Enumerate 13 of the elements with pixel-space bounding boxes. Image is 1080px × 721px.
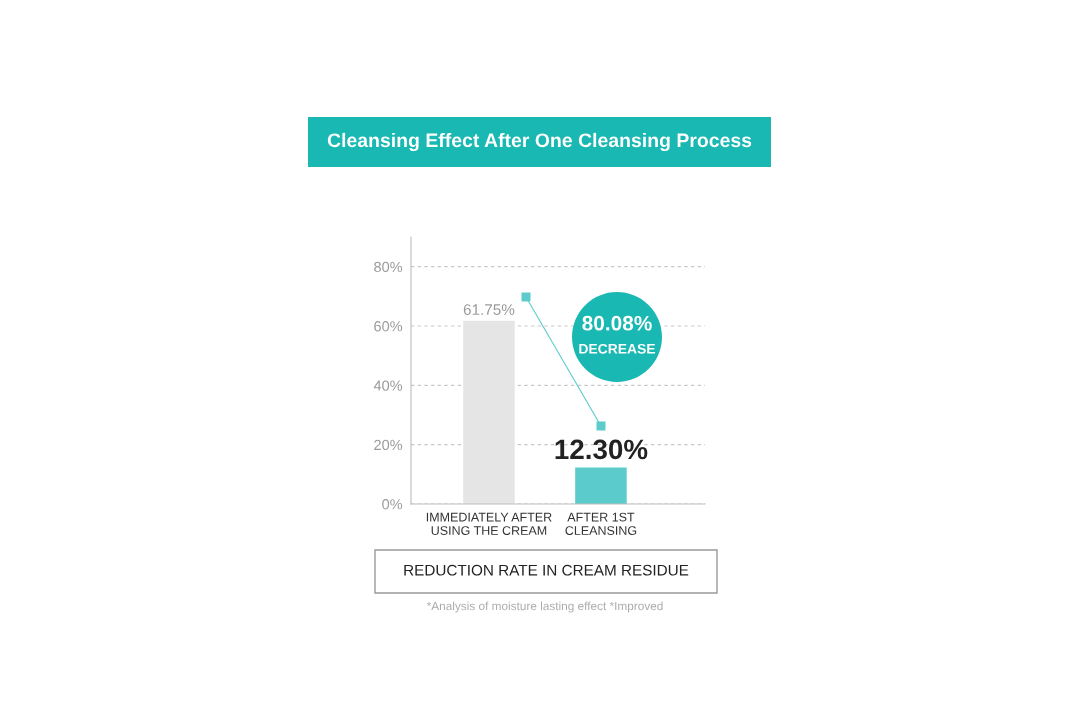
x-axis-title: REDUCTION RATE IN CREAM RESIDUE bbox=[404, 564, 689, 576]
y-tick-label: 40% bbox=[373, 380, 403, 391]
y-tick-label: 20% bbox=[374, 439, 403, 451]
x-tick-label: IMMEDIATELY AFTER USING THE CREAM bbox=[426, 512, 552, 535]
x-tick-label: AFTER 1ST CLEANSING bbox=[565, 512, 637, 535]
annotation: 80.08% DECREASE bbox=[579, 315, 656, 354]
data-label: 61.75% bbox=[463, 304, 515, 316]
y-tick-label: 60% bbox=[374, 321, 403, 332]
data-label: 12.30% bbox=[555, 439, 648, 460]
y-tick-label: 0% bbox=[382, 499, 403, 510]
text: *Analysis of moisture lasting effect *Improved bbox=[426, 601, 663, 613]
chart-title: Cleansing Effect After One Cleansing Process bbox=[327, 132, 752, 152]
y-tick-label: 80% bbox=[374, 261, 403, 273]
